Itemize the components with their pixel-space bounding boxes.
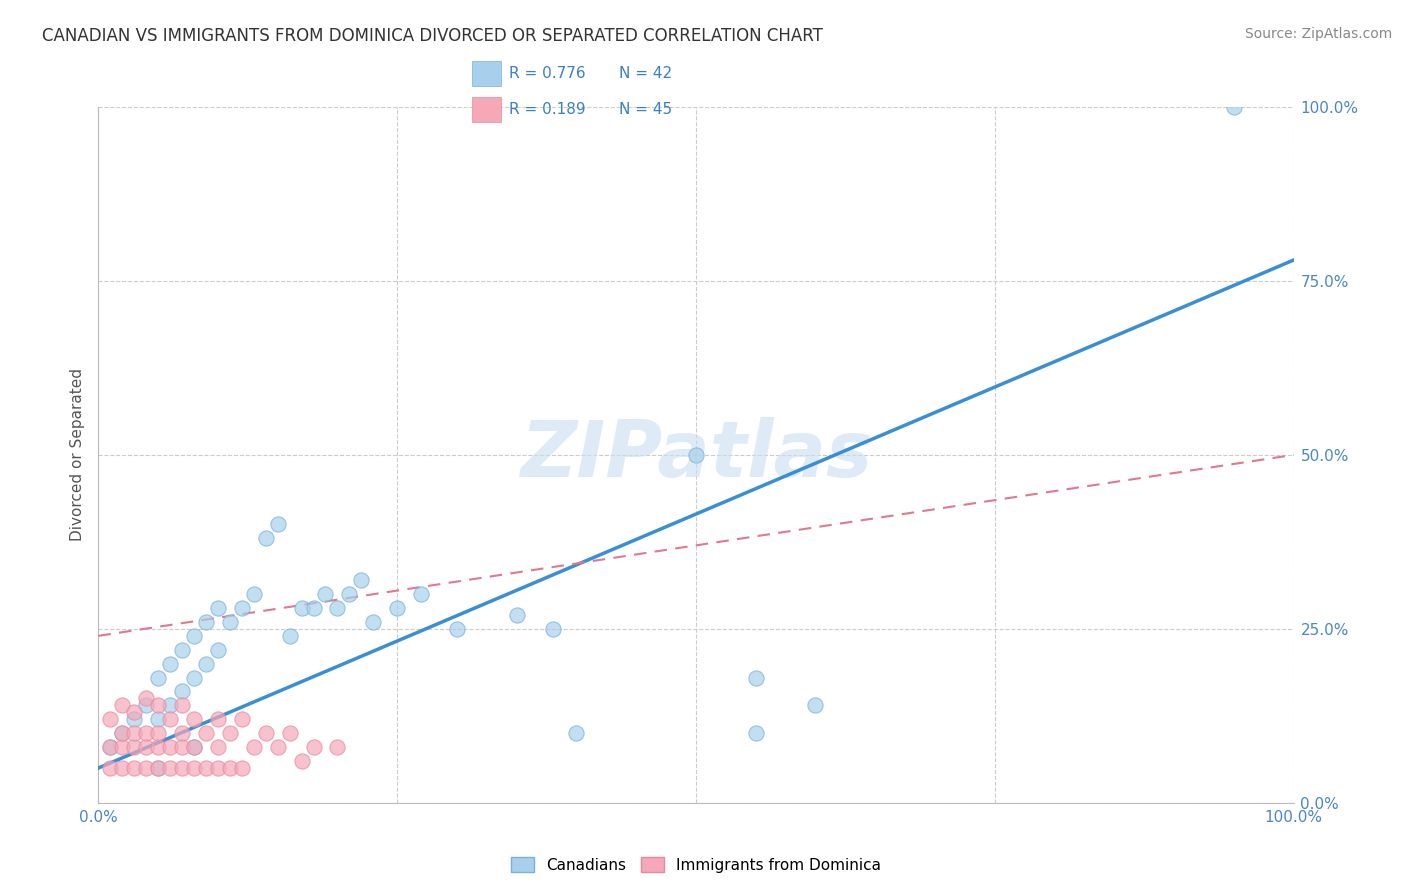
- Bar: [472, 62, 502, 86]
- Point: [290, 601, 312, 615]
- Point: [111, 726, 134, 740]
- Point: [135, 740, 157, 755]
- Point: [98, 761, 122, 775]
- Point: [98, 712, 122, 726]
- Point: [111, 761, 134, 775]
- Point: [302, 740, 325, 755]
- Y-axis label: Divorced or Separated: Divorced or Separated: [69, 368, 84, 541]
- Point: [159, 712, 181, 726]
- Point: [148, 712, 170, 726]
- Point: [337, 587, 360, 601]
- Point: [172, 740, 194, 755]
- Point: [172, 698, 194, 713]
- Point: [315, 587, 337, 601]
- Point: [278, 629, 301, 643]
- Point: [183, 629, 205, 643]
- Point: [194, 657, 217, 671]
- Point: [302, 601, 325, 615]
- Point: [267, 740, 290, 755]
- Point: [148, 761, 170, 775]
- Legend: Canadians, Immigrants from Dominica: Canadians, Immigrants from Dominica: [505, 850, 887, 879]
- Point: [194, 761, 217, 775]
- Text: N = 42: N = 42: [619, 66, 672, 81]
- Point: [242, 587, 264, 601]
- Point: [254, 726, 277, 740]
- Point: [172, 761, 194, 775]
- Point: [267, 517, 290, 532]
- Point: [242, 740, 264, 755]
- Text: R = 0.189: R = 0.189: [509, 102, 586, 117]
- Point: [685, 448, 707, 462]
- Point: [207, 761, 229, 775]
- Point: [135, 698, 157, 713]
- Point: [159, 698, 181, 713]
- Point: [541, 622, 564, 636]
- Point: [804, 698, 827, 713]
- Text: ZIPatlas: ZIPatlas: [520, 417, 872, 493]
- Point: [385, 601, 409, 615]
- Point: [98, 740, 122, 755]
- Point: [148, 726, 170, 740]
- Point: [111, 698, 134, 713]
- Point: [148, 698, 170, 713]
- Point: [207, 712, 229, 726]
- Point: [194, 726, 217, 740]
- Point: [207, 601, 229, 615]
- Point: [183, 671, 205, 685]
- Point: [135, 726, 157, 740]
- Point: [278, 726, 301, 740]
- Point: [135, 691, 157, 706]
- Point: [183, 740, 205, 755]
- Point: [745, 726, 768, 740]
- Point: [98, 740, 122, 755]
- Point: [172, 684, 194, 698]
- Point: [172, 642, 194, 657]
- Point: [183, 761, 205, 775]
- Point: [124, 706, 146, 720]
- Point: [111, 740, 134, 755]
- Point: [231, 761, 253, 775]
- Text: Source: ZipAtlas.com: Source: ZipAtlas.com: [1244, 27, 1392, 41]
- Point: [363, 615, 385, 629]
- Point: [124, 740, 146, 755]
- Point: [219, 761, 242, 775]
- Point: [326, 740, 349, 755]
- Point: [148, 740, 170, 755]
- Point: [565, 726, 588, 740]
- Point: [194, 615, 217, 629]
- Point: [159, 657, 181, 671]
- Point: [290, 754, 312, 768]
- Point: [1222, 100, 1246, 114]
- Point: [207, 740, 229, 755]
- Point: [183, 712, 205, 726]
- Point: [183, 740, 205, 755]
- Point: [124, 712, 146, 726]
- Bar: [472, 97, 502, 122]
- Point: [350, 573, 373, 587]
- Point: [411, 587, 433, 601]
- Point: [148, 671, 170, 685]
- Point: [219, 726, 242, 740]
- Point: [231, 601, 253, 615]
- Text: R = 0.776: R = 0.776: [509, 66, 586, 81]
- Point: [172, 726, 194, 740]
- Point: [254, 532, 277, 546]
- Point: [124, 761, 146, 775]
- Text: N = 45: N = 45: [619, 102, 672, 117]
- Point: [219, 615, 242, 629]
- Point: [446, 622, 468, 636]
- Point: [124, 726, 146, 740]
- Point: [506, 607, 529, 622]
- Text: CANADIAN VS IMMIGRANTS FROM DOMINICA DIVORCED OR SEPARATED CORRELATION CHART: CANADIAN VS IMMIGRANTS FROM DOMINICA DIV…: [42, 27, 823, 45]
- Point: [207, 642, 229, 657]
- Point: [745, 671, 768, 685]
- Point: [148, 761, 170, 775]
- Point: [159, 761, 181, 775]
- Point: [135, 761, 157, 775]
- Point: [159, 740, 181, 755]
- Point: [231, 712, 253, 726]
- Point: [326, 601, 349, 615]
- Point: [111, 726, 134, 740]
